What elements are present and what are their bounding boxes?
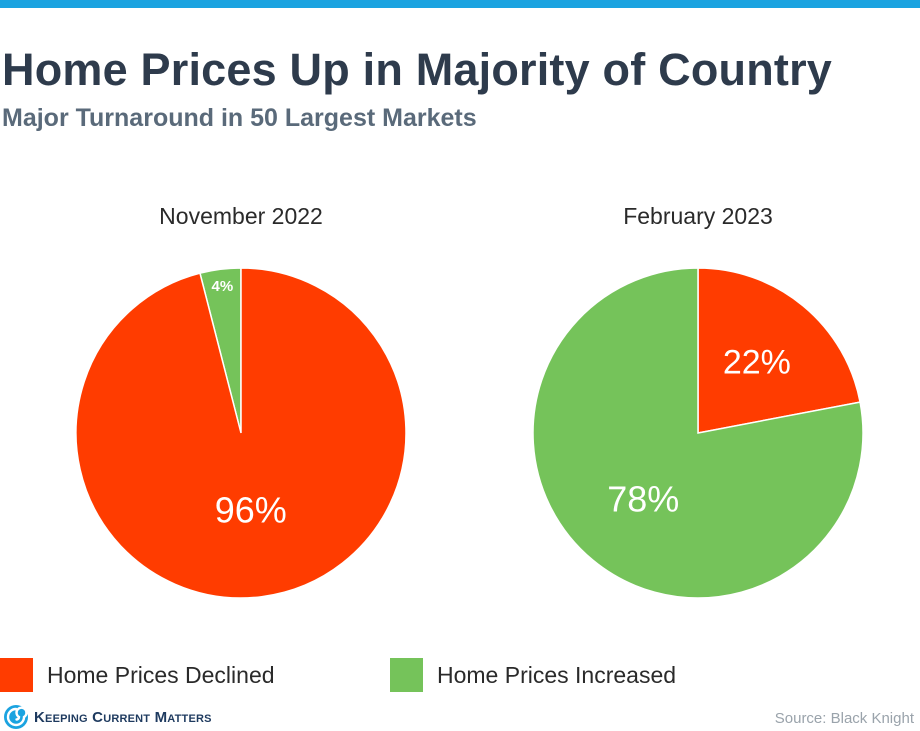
slice-label-declined-0: 96%: [215, 490, 287, 531]
legend-label-increased: Home Prices Increased: [437, 661, 677, 688]
page-subtitle: Major Turnaround in 50 Largest Markets: [2, 104, 477, 132]
slice-label-increased-0: 4%: [212, 278, 234, 295]
chart-title-1: February 2023: [623, 203, 773, 229]
legend-item-increased: Home Prices Increased: [390, 658, 676, 692]
pie-slice-declined-0: [75, 267, 407, 599]
accent-bar: [0, 0, 920, 8]
legend-label-declined: Home Prices Declined: [47, 661, 275, 688]
source-note: Source: Black Knight: [774, 710, 914, 727]
pie-slice-increased-1: [532, 267, 864, 599]
pie-slice-declined-1: [697, 267, 861, 434]
slice-label-declined-1: 22%: [723, 344, 791, 382]
company-logo: Keeping Current Matters: [3, 704, 212, 730]
page-title: Home Prices Up in Majority of Country: [2, 44, 833, 95]
logo-text: Keeping Current Matters: [34, 708, 212, 726]
legend-item-declined: Home Prices Declined: [0, 658, 275, 692]
legend-swatch-increased: [390, 658, 423, 692]
slice-label-increased-1: 78%: [607, 479, 679, 520]
kcm-swirl-icon: [4, 705, 28, 729]
legend-swatch-declined: [0, 658, 33, 692]
chart-title-0: November 2022: [159, 203, 323, 229]
